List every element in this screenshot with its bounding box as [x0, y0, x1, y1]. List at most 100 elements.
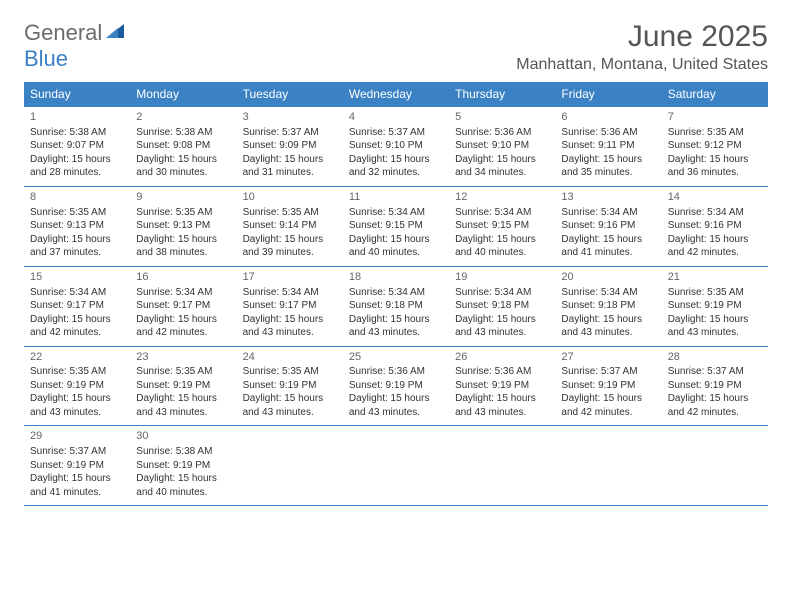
sunrise-line: Sunrise: 5:38 AM: [136, 126, 230, 140]
sunset-line: Sunset: 9:08 PM: [136, 139, 230, 153]
calendar-cell: 11Sunrise: 5:34 AMSunset: 9:15 PMDayligh…: [343, 186, 449, 266]
logo-text-general: General: [24, 20, 102, 45]
sunrise-line: Sunrise: 5:35 AM: [30, 206, 124, 220]
sunset-line: Sunset: 9:19 PM: [668, 379, 762, 393]
calendar-cell: 21Sunrise: 5:35 AMSunset: 9:19 PMDayligh…: [662, 266, 768, 346]
sunset-line: Sunset: 9:13 PM: [30, 219, 124, 233]
sunset-line: Sunset: 9:19 PM: [561, 379, 655, 393]
logo-sail-icon: [106, 22, 128, 45]
calendar-cell: 13Sunrise: 5:34 AMSunset: 9:16 PMDayligh…: [555, 186, 661, 266]
daylight-line: Daylight: 15 hours and 43 minutes.: [243, 392, 337, 419]
sunset-line: Sunset: 9:11 PM: [561, 139, 655, 153]
sunset-line: Sunset: 9:10 PM: [349, 139, 443, 153]
daylight-line: Daylight: 15 hours and 42 minutes.: [668, 392, 762, 419]
sunset-line: Sunset: 9:19 PM: [668, 299, 762, 313]
day-number: 16: [136, 270, 230, 285]
sunrise-line: Sunrise: 5:37 AM: [30, 445, 124, 459]
calendar-cell: 18Sunrise: 5:34 AMSunset: 9:18 PMDayligh…: [343, 266, 449, 346]
day-number: 15: [30, 270, 124, 285]
sunset-line: Sunset: 9:19 PM: [136, 379, 230, 393]
day-number: 12: [455, 190, 549, 205]
day-number: 26: [455, 350, 549, 365]
calendar-cell: 26Sunrise: 5:36 AMSunset: 9:19 PMDayligh…: [449, 346, 555, 426]
sunset-line: Sunset: 9:17 PM: [243, 299, 337, 313]
daylight-line: Daylight: 15 hours and 30 minutes.: [136, 153, 230, 180]
daylight-line: Daylight: 15 hours and 31 minutes.: [243, 153, 337, 180]
day-number: 13: [561, 190, 655, 205]
day-number: 24: [243, 350, 337, 365]
calendar-cell: 3Sunrise: 5:37 AMSunset: 9:09 PMDaylight…: [237, 107, 343, 187]
day-number: 1: [30, 110, 124, 125]
calendar-cell: 1Sunrise: 5:38 AMSunset: 9:07 PMDaylight…: [24, 107, 130, 187]
sunrise-line: Sunrise: 5:34 AM: [349, 286, 443, 300]
sunset-line: Sunset: 9:07 PM: [30, 139, 124, 153]
sunset-line: Sunset: 9:13 PM: [136, 219, 230, 233]
calendar-cell: 22Sunrise: 5:35 AMSunset: 9:19 PMDayligh…: [24, 346, 130, 426]
daylight-line: Daylight: 15 hours and 28 minutes.: [30, 153, 124, 180]
daylight-line: Daylight: 15 hours and 42 minutes.: [136, 313, 230, 340]
daylight-line: Daylight: 15 hours and 41 minutes.: [561, 233, 655, 260]
calendar-cell: 20Sunrise: 5:34 AMSunset: 9:18 PMDayligh…: [555, 266, 661, 346]
sunrise-line: Sunrise: 5:35 AM: [668, 126, 762, 140]
daylight-line: Daylight: 15 hours and 43 minutes.: [455, 313, 549, 340]
sunrise-line: Sunrise: 5:35 AM: [668, 286, 762, 300]
sunset-line: Sunset: 9:17 PM: [30, 299, 124, 313]
calendar-table: SundayMondayTuesdayWednesdayThursdayFrid…: [24, 82, 768, 506]
calendar-cell: [662, 426, 768, 506]
calendar-cell: 28Sunrise: 5:37 AMSunset: 9:19 PMDayligh…: [662, 346, 768, 426]
sunrise-line: Sunrise: 5:38 AM: [136, 445, 230, 459]
daylight-line: Daylight: 15 hours and 43 minutes.: [243, 313, 337, 340]
day-number: 22: [30, 350, 124, 365]
sunrise-line: Sunrise: 5:34 AM: [561, 206, 655, 220]
daylight-line: Daylight: 15 hours and 34 minutes.: [455, 153, 549, 180]
calendar-cell: 25Sunrise: 5:36 AMSunset: 9:19 PMDayligh…: [343, 346, 449, 426]
calendar-cell: 4Sunrise: 5:37 AMSunset: 9:10 PMDaylight…: [343, 107, 449, 187]
logo-text-blue: Blue: [24, 46, 68, 71]
daylight-line: Daylight: 15 hours and 43 minutes.: [455, 392, 549, 419]
calendar-cell: 15Sunrise: 5:34 AMSunset: 9:17 PMDayligh…: [24, 266, 130, 346]
sunrise-line: Sunrise: 5:36 AM: [455, 365, 549, 379]
calendar-cell: 9Sunrise: 5:35 AMSunset: 9:13 PMDaylight…: [130, 186, 236, 266]
sunset-line: Sunset: 9:19 PM: [136, 459, 230, 473]
daylight-line: Daylight: 15 hours and 32 minutes.: [349, 153, 443, 180]
sunrise-line: Sunrise: 5:34 AM: [455, 206, 549, 220]
daylight-line: Daylight: 15 hours and 43 minutes.: [668, 313, 762, 340]
sunrise-line: Sunrise: 5:36 AM: [349, 365, 443, 379]
daylight-line: Daylight: 15 hours and 36 minutes.: [668, 153, 762, 180]
day-number: 18: [349, 270, 443, 285]
sunset-line: Sunset: 9:16 PM: [561, 219, 655, 233]
daylight-line: Daylight: 15 hours and 41 minutes.: [30, 472, 124, 499]
sunrise-line: Sunrise: 5:35 AM: [136, 365, 230, 379]
day-number: 4: [349, 110, 443, 125]
calendar-cell: [237, 426, 343, 506]
day-header: Friday: [555, 82, 661, 107]
calendar-cell: 16Sunrise: 5:34 AMSunset: 9:17 PMDayligh…: [130, 266, 236, 346]
sunrise-line: Sunrise: 5:34 AM: [561, 286, 655, 300]
day-number: 5: [455, 110, 549, 125]
month-title: June 2025: [516, 20, 768, 54]
sunset-line: Sunset: 9:19 PM: [30, 459, 124, 473]
sunset-line: Sunset: 9:16 PM: [668, 219, 762, 233]
calendar-cell: 29Sunrise: 5:37 AMSunset: 9:19 PMDayligh…: [24, 426, 130, 506]
sunrise-line: Sunrise: 5:37 AM: [349, 126, 443, 140]
day-number: 29: [30, 429, 124, 444]
sunrise-line: Sunrise: 5:34 AM: [30, 286, 124, 300]
day-number: 7: [668, 110, 762, 125]
daylight-line: Daylight: 15 hours and 40 minutes.: [455, 233, 549, 260]
day-number: 19: [455, 270, 549, 285]
sunset-line: Sunset: 9:18 PM: [349, 299, 443, 313]
sunrise-line: Sunrise: 5:37 AM: [243, 126, 337, 140]
day-number: 25: [349, 350, 443, 365]
calendar-cell: 2Sunrise: 5:38 AMSunset: 9:08 PMDaylight…: [130, 107, 236, 187]
logo: GeneralBlue: [24, 20, 128, 72]
sunset-line: Sunset: 9:19 PM: [349, 379, 443, 393]
sunrise-line: Sunrise: 5:37 AM: [561, 365, 655, 379]
sunset-line: Sunset: 9:19 PM: [243, 379, 337, 393]
daylight-line: Daylight: 15 hours and 43 minutes.: [349, 313, 443, 340]
daylight-line: Daylight: 15 hours and 35 minutes.: [561, 153, 655, 180]
day-number: 21: [668, 270, 762, 285]
sunrise-line: Sunrise: 5:34 AM: [349, 206, 443, 220]
calendar-cell: 19Sunrise: 5:34 AMSunset: 9:18 PMDayligh…: [449, 266, 555, 346]
day-number: 23: [136, 350, 230, 365]
sunrise-line: Sunrise: 5:38 AM: [30, 126, 124, 140]
